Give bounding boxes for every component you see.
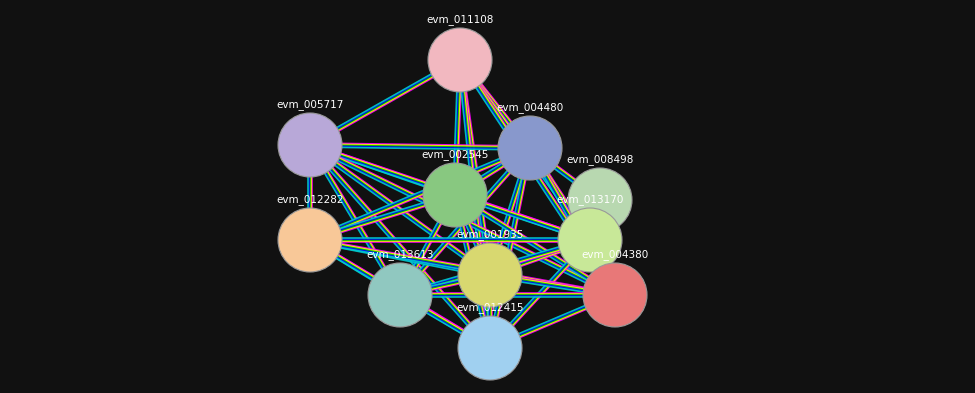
Text: evm_008498: evm_008498 <box>566 154 634 165</box>
Text: evm_011108: evm_011108 <box>426 14 493 25</box>
Circle shape <box>458 316 522 380</box>
Text: evm_012282: evm_012282 <box>276 194 344 205</box>
Text: evm_013170: evm_013170 <box>557 194 624 205</box>
Circle shape <box>278 113 342 177</box>
Circle shape <box>428 28 492 92</box>
Text: evm_012415: evm_012415 <box>456 302 524 313</box>
Text: evm_004380: evm_004380 <box>581 249 648 260</box>
Circle shape <box>568 168 632 232</box>
Circle shape <box>583 263 647 327</box>
Circle shape <box>458 243 522 307</box>
Circle shape <box>278 208 342 272</box>
Circle shape <box>498 116 562 180</box>
Circle shape <box>423 163 487 227</box>
Text: evm_004480: evm_004480 <box>496 102 564 113</box>
Text: evm_002545: evm_002545 <box>421 149 488 160</box>
Circle shape <box>368 263 432 327</box>
Text: evm_001935: evm_001935 <box>456 229 524 240</box>
Text: evm_013613: evm_013613 <box>367 249 434 260</box>
Text: evm_005717: evm_005717 <box>276 99 343 110</box>
Circle shape <box>558 208 622 272</box>
